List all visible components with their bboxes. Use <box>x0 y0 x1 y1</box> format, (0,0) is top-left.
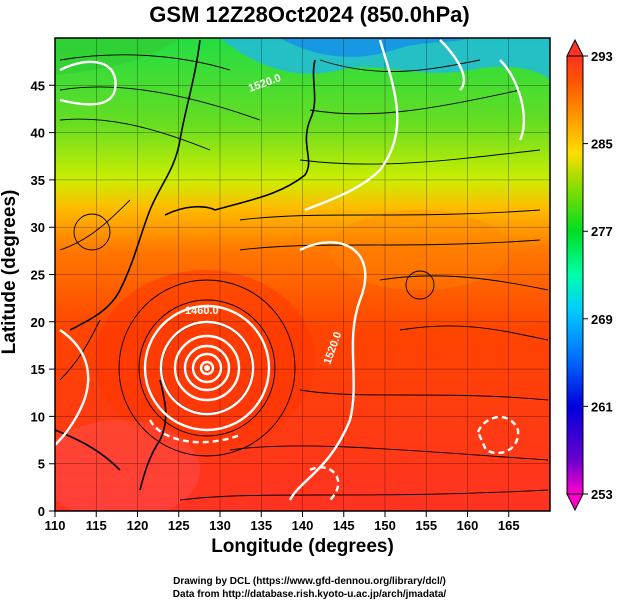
colorbar-tick-label: 261 <box>591 399 613 414</box>
y-tick-label: 0 <box>38 504 45 519</box>
x-tick-label: 165 <box>498 518 520 533</box>
colorbar-tick-label: 269 <box>591 312 613 327</box>
axis-ticks <box>49 84 510 517</box>
chart-title: GSM 12Z28Oct2024 (850.0hPa) <box>149 2 470 27</box>
x-tick-label: 145 <box>333 518 355 533</box>
x-tick-label: 110 <box>45 518 66 533</box>
y-tick-label: 25 <box>31 268 45 283</box>
y-tick-label: 35 <box>31 173 45 188</box>
coastlines <box>55 39 316 491</box>
credit-data: Data from http://database.rish.kyoto-u.a… <box>172 589 447 600</box>
svg-text:1460.0: 1460.0 <box>185 305 219 317</box>
x-tick-label: 150 <box>374 518 396 533</box>
x-tick-label: 120 <box>127 518 149 533</box>
colorbar-min-arrow <box>566 493 584 512</box>
credit-drawing: Drawing by DCL (https://www.gfd-dennou.o… <box>173 576 446 587</box>
y-tick-label: 10 <box>31 409 45 424</box>
colorbar-tick-label: 253 <box>591 487 613 502</box>
y-tick-label: 15 <box>31 362 45 377</box>
colorbar-max-arrow <box>566 38 584 57</box>
colorbar-tick-label: 293 <box>591 49 613 64</box>
y-tick-label: 20 <box>31 315 45 330</box>
colorbar: 293 285 277 269 261 253 <box>566 38 613 512</box>
y-tick-label: 30 <box>31 220 45 235</box>
height-contours <box>55 39 526 501</box>
x-tick-label: 160 <box>457 518 479 533</box>
y-tick-labels: 0 5 10 15 20 25 30 35 40 45 <box>31 78 45 519</box>
x-tick-label: 130 <box>209 518 231 533</box>
x-tick-label: 125 <box>168 518 190 533</box>
x-tick-labels: 110 115 120 125 130 135 140 145 150 155 … <box>45 518 520 533</box>
map-grid <box>55 38 550 511</box>
colorbar-tick-label: 277 <box>591 224 613 239</box>
x-tick-label: 135 <box>250 518 272 533</box>
y-tick-label: 40 <box>31 126 45 141</box>
x-tick-label: 155 <box>415 518 437 533</box>
x-axis-label: Longitude (degrees) <box>211 536 394 557</box>
y-tick-label: 45 <box>31 78 45 93</box>
y-tick-label: 5 <box>38 457 45 472</box>
x-tick-label: 140 <box>292 518 314 533</box>
typhoon-center <box>204 365 210 371</box>
temperature-field <box>55 38 550 511</box>
colorbar-tick-label: 285 <box>591 137 613 152</box>
x-tick-label: 115 <box>86 518 107 533</box>
